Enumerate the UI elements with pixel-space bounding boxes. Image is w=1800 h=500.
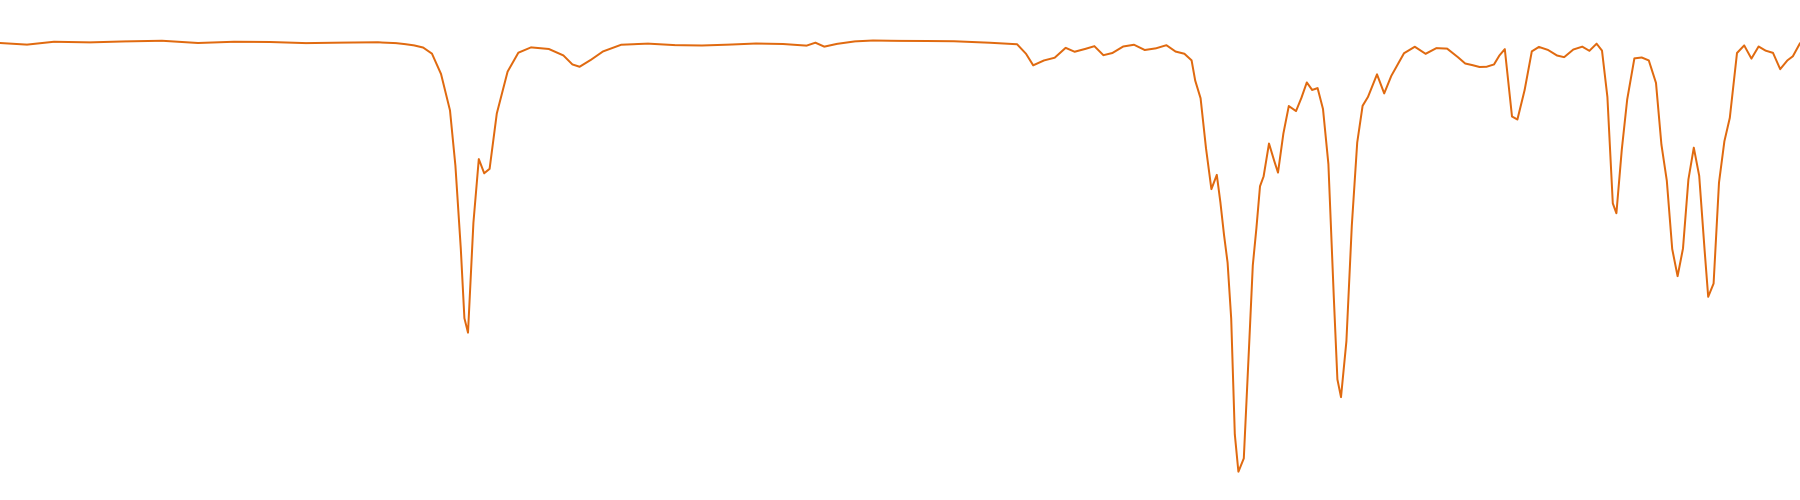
series-line [0, 39, 1800, 473]
